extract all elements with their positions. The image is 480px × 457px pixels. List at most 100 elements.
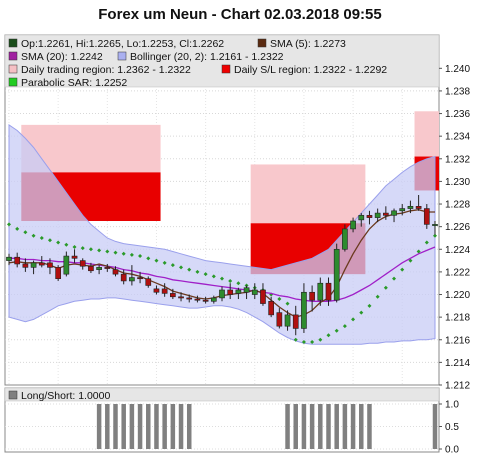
price-tick-label: 1.240 [445,64,470,75]
candle-body [161,288,168,294]
candle-body [170,293,176,298]
candle-body [202,299,209,302]
sar-point [342,324,347,329]
candle-body [383,212,389,216]
legend-box [4,34,440,88]
candle-body [63,255,70,275]
candle-body [432,224,438,226]
sar-point [31,233,36,238]
trading-region [414,111,439,157]
long-short-bar [293,404,298,449]
candle-body [374,212,381,218]
sar-point [285,301,290,306]
long-short-bar [367,404,372,449]
candle-body [309,291,315,301]
price-tick-label: 1.218 [445,313,470,324]
sar-point [138,254,143,259]
sar-point [39,235,44,240]
candle-body [350,220,356,230]
long-short-bar [154,404,159,449]
candle-body [301,291,307,329]
sar-point [400,267,405,272]
candle-body [153,288,160,293]
candle-body [358,215,365,221]
candle-body [104,267,111,269]
candles [6,194,438,336]
price-tick-label: 1.220 [445,290,470,301]
price-tick-label: 1.228 [445,200,470,211]
legend: Op:1.2261, Hi:1.2265, Lo:1.2253, Cl:1.22… [8,38,387,89]
legend-label: SMA (5): 1.2273 [270,38,346,50]
sar-point [392,276,397,281]
long-short-bars [96,404,438,449]
legend-label: Bollinger (20, 2): 1.2161 - 1.2322 [130,51,284,63]
candle-body [178,296,184,299]
candle-body [260,289,266,304]
long-short-bar [162,404,167,449]
sar-point [277,297,282,302]
candle-body [112,269,119,275]
price-tick-label: 1.238 [445,86,470,97]
candle-body [22,263,29,268]
candle-body [186,297,193,300]
legend-swatch [8,51,18,61]
legend-swatch [257,38,267,48]
candle-body [120,273,127,282]
sar-point [88,247,93,252]
sar-point [236,281,241,286]
candle-body [325,282,332,301]
sar-point [351,317,356,322]
sar-point [416,249,421,254]
sar-point [129,252,134,257]
legend-label: SMA (20): 1.2242 [21,51,103,63]
chart-title: Forex um Neun - Chart 02.03.2018 09:55 [98,6,381,23]
price-tick-label: 1.224 [445,245,470,256]
sar-point [64,242,69,247]
sar-point [203,272,208,277]
candle-body [194,298,201,301]
long-short-bar [342,404,348,449]
candle-body [333,248,340,301]
long-short-bar [359,404,364,449]
long-short-bar [309,404,315,449]
long-short-axis: 1.0 0.5 0.0 [439,400,459,456]
price-axis: 1.240 1.238 1.236 1.234 1.232 1.230 1.228 1.226… [439,64,470,392]
long-short-bar [301,404,307,449]
candle-body [71,255,78,259]
sar-point [326,333,331,338]
candle-body [30,262,37,268]
sar-point [383,285,388,290]
candle-body [88,265,94,272]
sar-point [47,238,52,243]
long-short-bar [318,404,323,449]
legend-swatch [8,64,18,74]
candle-body [38,262,45,266]
candle-body [268,301,274,316]
sar-point [367,303,372,308]
candle-body [235,289,242,294]
long-short-bar [334,404,339,449]
sar-point [113,250,118,255]
sar-point [301,340,306,345]
sar-point [154,258,159,263]
sar-point [97,248,102,253]
candle-body [391,210,397,216]
price-tick-label: 1.236 [445,109,470,120]
ls-tick-label: 0.0 [445,445,459,456]
long-short-bar [96,404,102,449]
long-short-bar [146,404,151,449]
sar-point [228,278,233,283]
price-tick-label: 1.226 [445,222,470,233]
candle-body [219,289,225,299]
legend-label: Daily S/L region: 1.2322 - 1.2292 [234,64,387,76]
candle-body [145,278,152,286]
long-short-bar [186,404,192,449]
candle-body [79,260,86,267]
sar-point [121,251,126,256]
long-short-bar [137,404,143,449]
price-tick-label: 1.216 [445,335,470,346]
legend-label: Parabolic SAR: 1.2252 [21,77,127,89]
sar-point [56,240,61,245]
candle-body [243,287,250,293]
